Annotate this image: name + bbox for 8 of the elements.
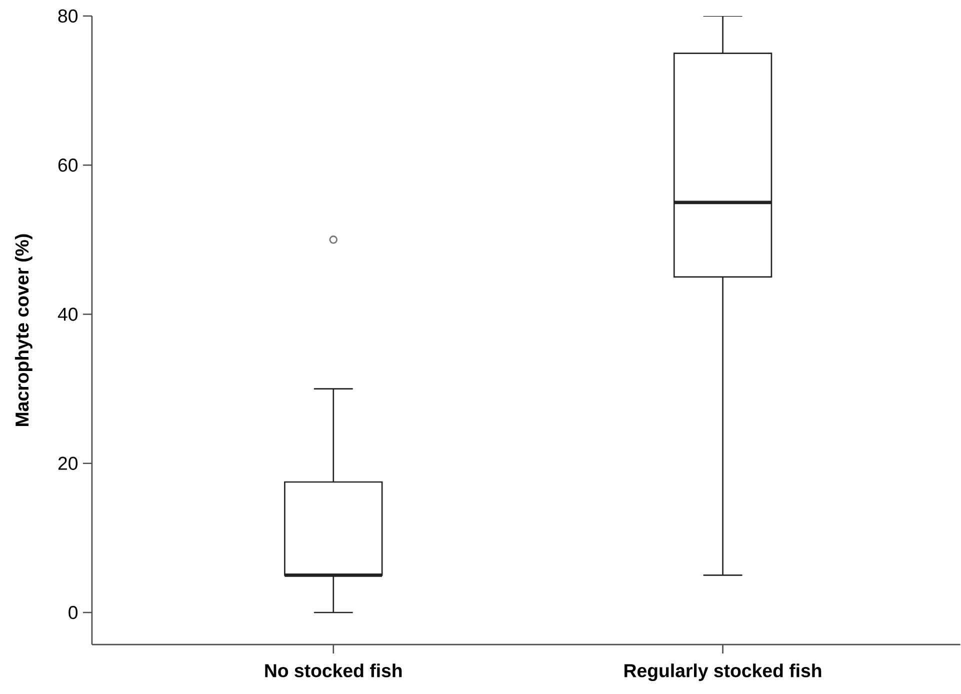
x-tick-label: Regularly stocked fish [624, 664, 822, 682]
x-tick-label: No stocked fish [265, 664, 402, 678]
y-tick-label: 20 [58, 456, 78, 470]
y-tick-label: 40 [58, 308, 78, 322]
y-tick-label: 60 [58, 158, 78, 172]
y-tick-label: 0 [68, 606, 78, 620]
y-axis-title: Macrophyte cover (%) [14, 234, 32, 426]
y-tick-label: 80 [58, 10, 78, 23]
